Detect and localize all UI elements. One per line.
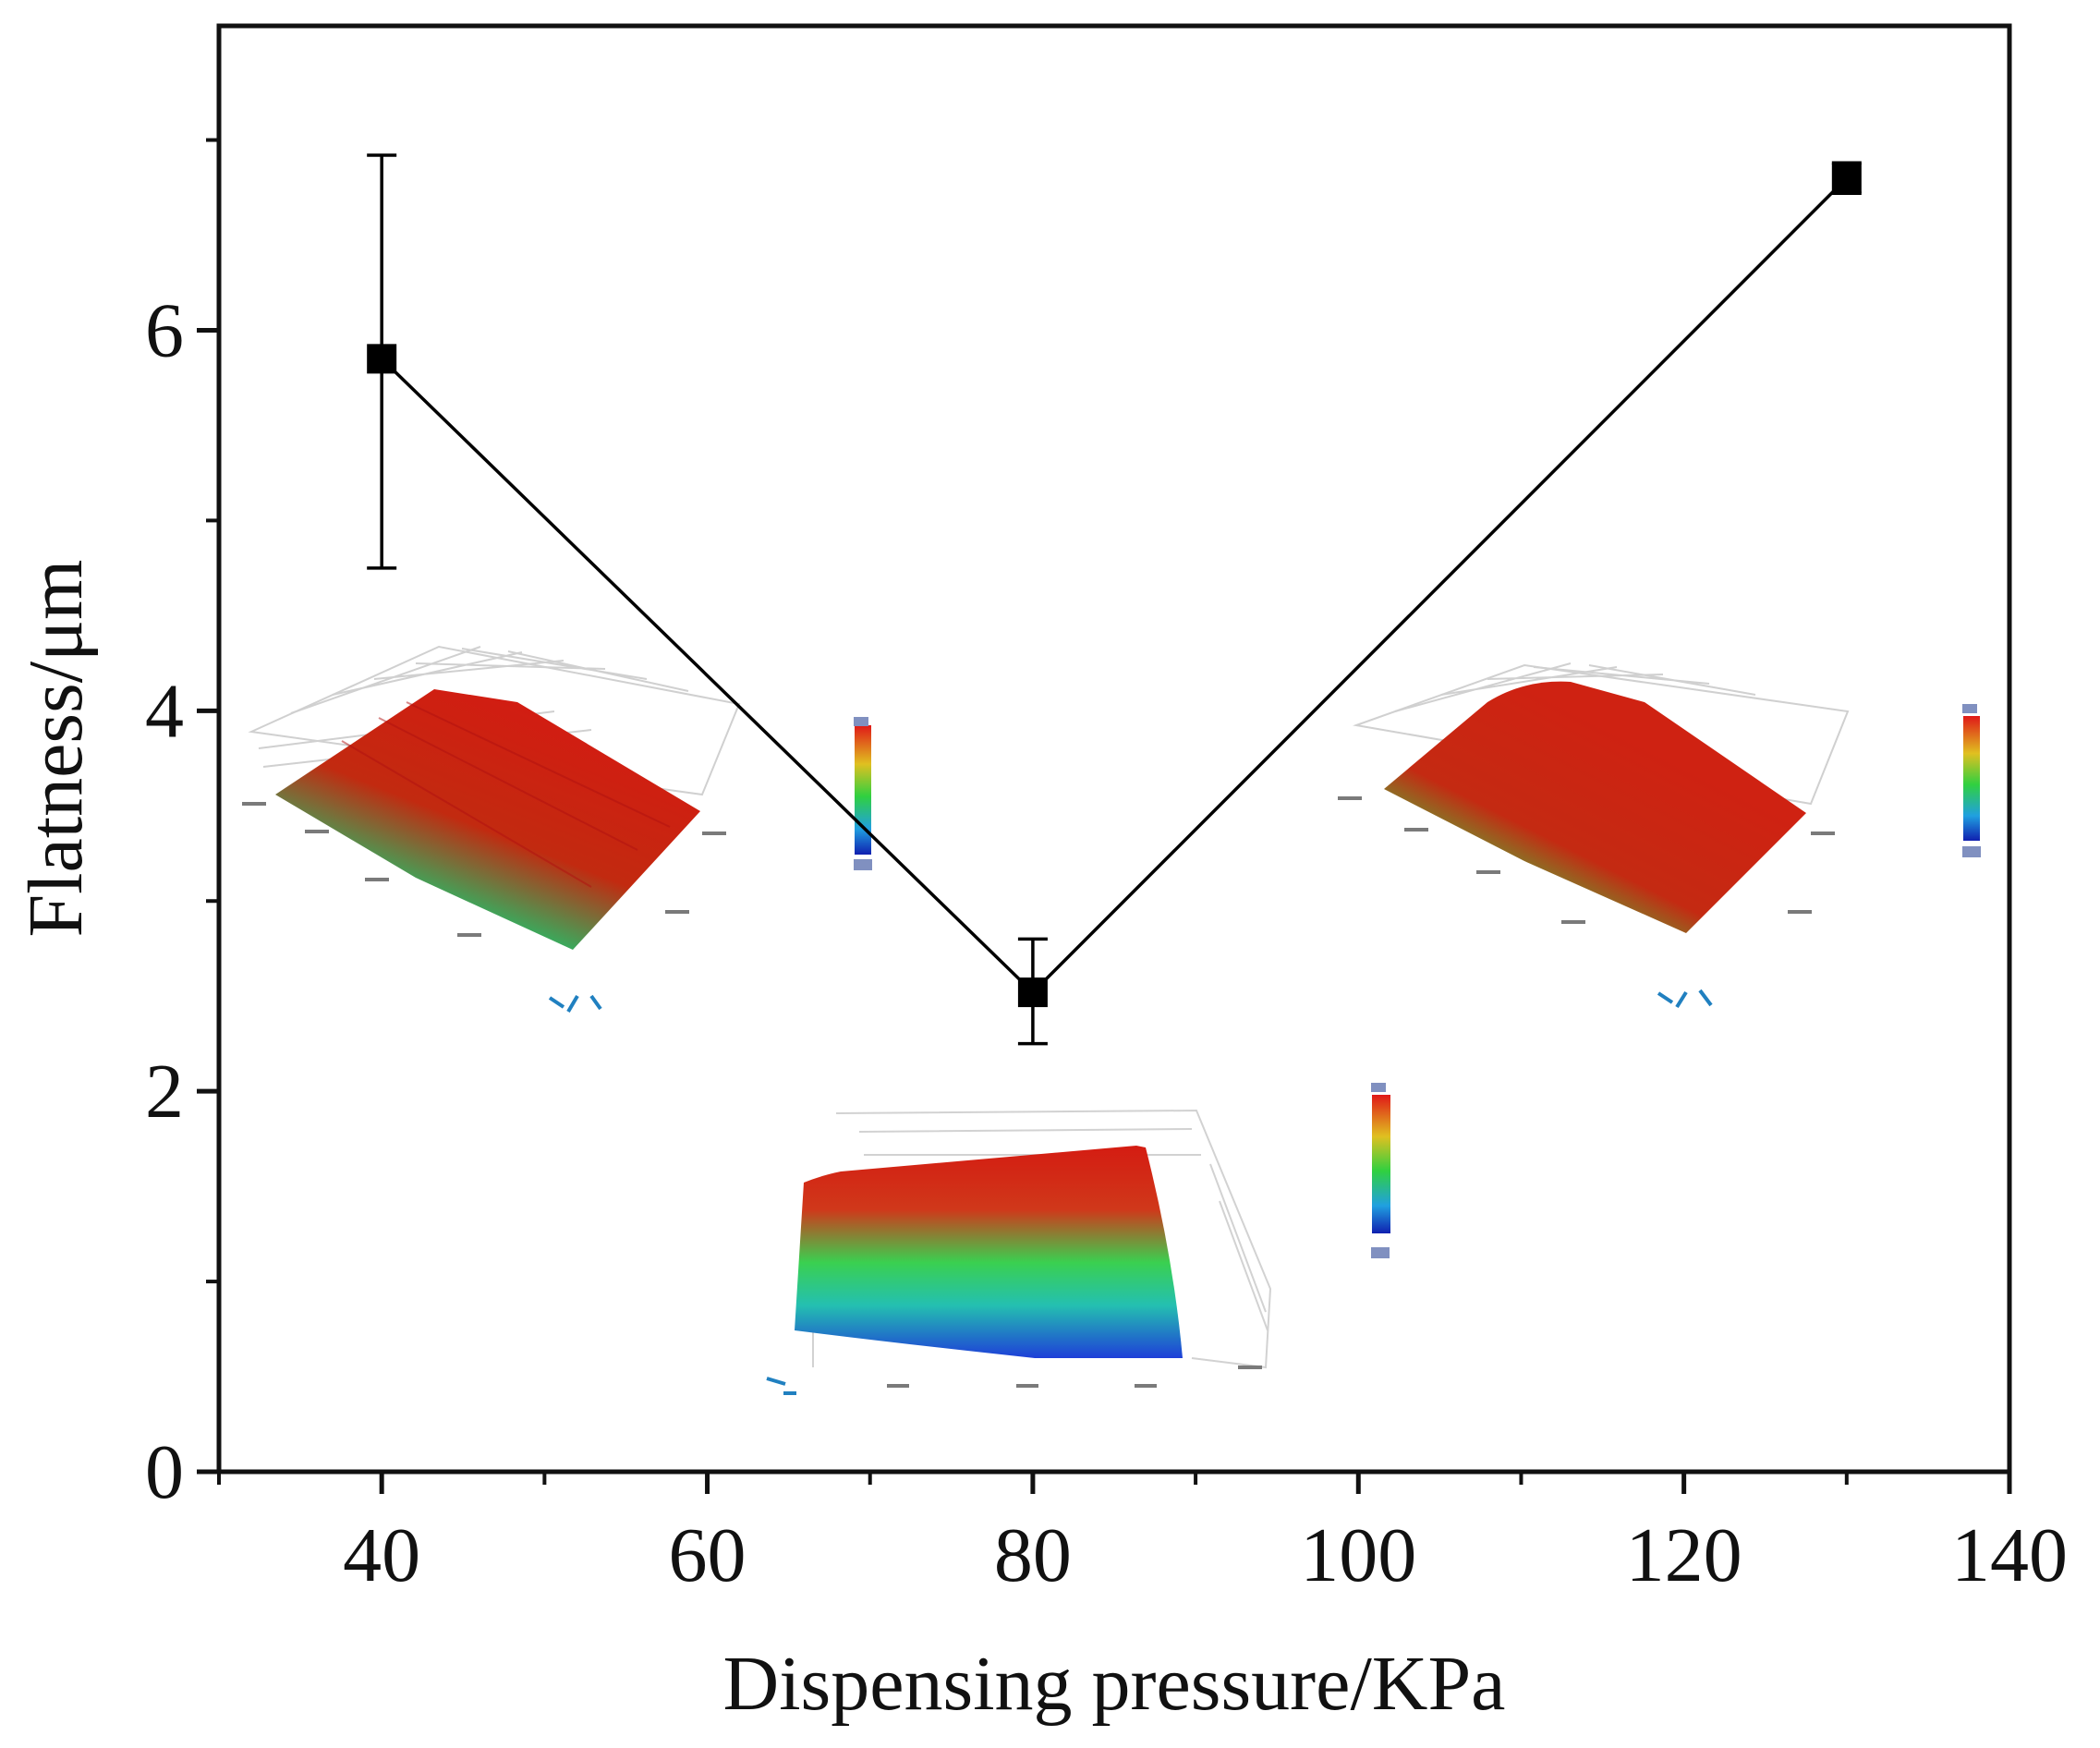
- data-point: [1831, 163, 1862, 193]
- x-axis-tick-labels: 40 60 80 100 120 140: [343, 1512, 2068, 1598]
- surface-map-40kpa: [242, 645, 872, 1014]
- x-tick-label: 120: [1626, 1512, 1742, 1598]
- x-tick-label: 100: [1300, 1512, 1416, 1598]
- surface-map-80kpa: [766, 1083, 1390, 1395]
- surface-map-130kpa: [1338, 662, 1981, 1009]
- x-tick-label: 80: [994, 1512, 1072, 1598]
- y-tick-label: 2: [145, 1049, 184, 1135]
- y-tick-label: 0: [145, 1429, 184, 1515]
- y-tick-label: 4: [145, 668, 184, 754]
- axis-ticks: [197, 138, 2012, 1494]
- y-axis-tick-labels: 0 2 4 6: [145, 287, 184, 1515]
- data-point: [1017, 977, 1048, 1008]
- x-tick-label: 140: [1951, 1512, 2068, 1598]
- data-series: [367, 153, 1862, 1046]
- x-axis-title: Dispensing pressure/KPa: [723, 1641, 1506, 1727]
- data-point: [367, 344, 397, 374]
- y-axis-title: Flatness/μm: [13, 559, 99, 937]
- x-tick-label: 40: [343, 1512, 420, 1598]
- y-tick-label: 6: [145, 287, 184, 373]
- plot-frame: [216, 23, 2012, 1475]
- x-tick-label: 60: [669, 1512, 747, 1598]
